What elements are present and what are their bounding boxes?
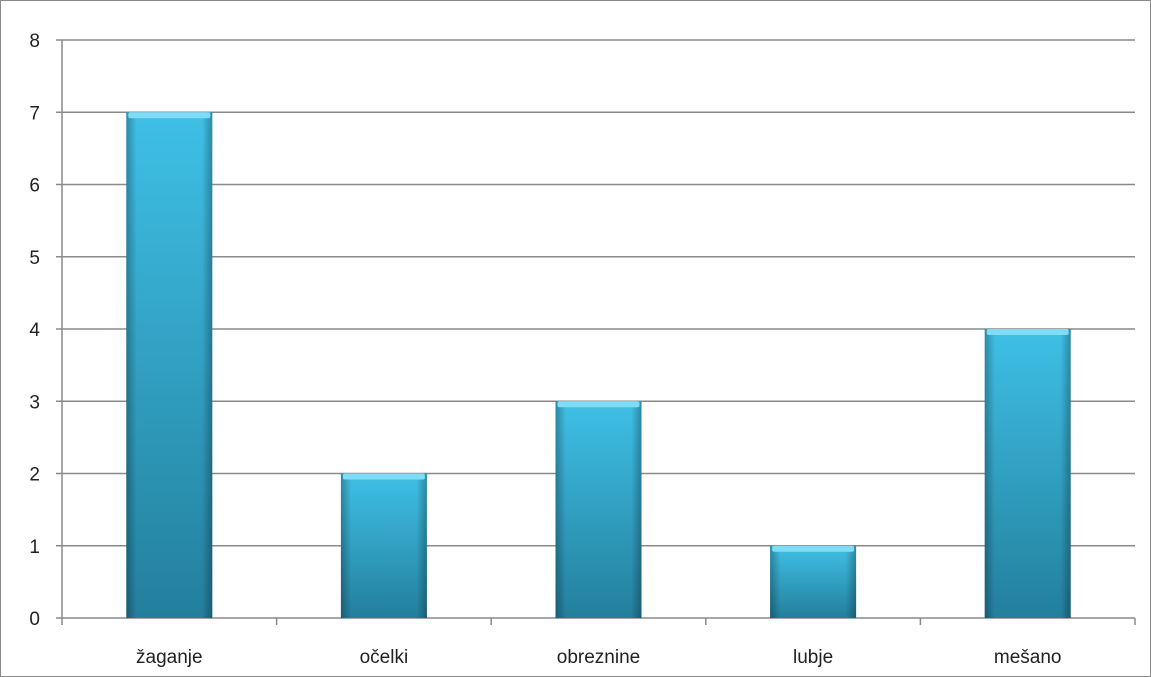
y-tick-label: 5 xyxy=(29,248,40,269)
bars xyxy=(126,112,1071,618)
y-tick-label: 6 xyxy=(29,176,40,197)
bar-shade xyxy=(770,545,857,618)
bar-obreznine xyxy=(555,401,642,618)
x-tick-label: očelki xyxy=(360,647,409,668)
y-tick-label: 8 xyxy=(29,31,40,52)
bar-lubje xyxy=(770,545,857,618)
y-tick-label: 3 xyxy=(29,392,40,413)
bar-cap xyxy=(986,329,1069,335)
bar-mešano xyxy=(984,329,1071,618)
y-tick-label: 0 xyxy=(29,609,40,630)
y-tick-label: 1 xyxy=(29,537,40,558)
x-tick-labels: žaganje očelki obreznine lubje mešano xyxy=(136,647,1061,668)
bar-shade xyxy=(555,401,642,618)
y-tick-label: 7 xyxy=(29,103,40,124)
bar-cap xyxy=(128,112,211,119)
y-tick-label: 4 xyxy=(29,320,40,341)
bar-shade xyxy=(984,329,1071,618)
bar-cap xyxy=(342,473,425,480)
bar-shade xyxy=(340,473,427,618)
x-tick-label: lubje xyxy=(793,647,833,668)
x-tick-label: žaganje xyxy=(136,647,203,668)
bar-shade xyxy=(126,112,213,618)
bar-žaganje xyxy=(126,112,213,618)
bar-očelki xyxy=(340,473,427,618)
gridlines xyxy=(62,39,1135,547)
bar-cap xyxy=(557,401,640,408)
bar-cap xyxy=(772,545,855,552)
y-tick-labels: 0 1 2 3 4 5 6 7 8 xyxy=(29,31,40,630)
x-tick-label: obreznine xyxy=(557,647,640,668)
y-tick-label: 2 xyxy=(29,465,40,486)
x-tick-label: mešano xyxy=(994,647,1062,668)
